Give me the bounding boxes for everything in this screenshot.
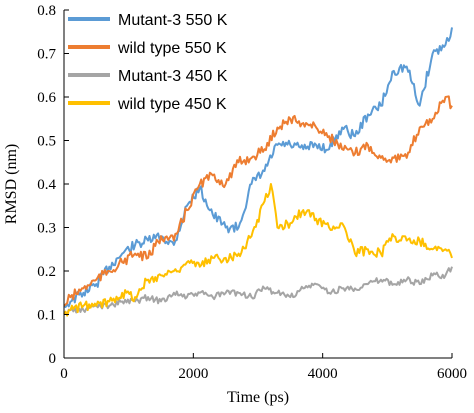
y-tick-label: 0.1 (37, 308, 56, 324)
y-ticks: 0 0.1 0.2 0.3 0.4 0.5 0.6 0.7 0.8 (37, 3, 69, 367)
x-tick-label: 6000 (437, 366, 467, 382)
y-axis-title: RMSD (nm) (3, 144, 20, 224)
x-tick-label: 4000 (308, 366, 338, 382)
y-tick-label: 0.6 (37, 90, 56, 106)
series-layer (63, 27, 453, 317)
x-ticks: 0 2000 4000 6000 (60, 353, 467, 382)
series-line-4 (63, 183, 453, 317)
x-axis-title: Time (ps) (227, 389, 289, 406)
series-line-2 (63, 95, 453, 307)
legend-label: Mutant-3 550 K (118, 12, 228, 29)
y-tick-label: 0 (49, 351, 57, 367)
legend-label: Mutant-3 450 K (118, 68, 228, 85)
x-tick-label: 0 (60, 366, 68, 382)
y-tick-label: 0.3 (37, 221, 56, 237)
y-tick-label: 0.4 (37, 177, 56, 193)
x-tick-label: 2000 (178, 366, 208, 382)
y-tick-label: 0.5 (37, 134, 56, 150)
y-tick-label: 0.7 (37, 47, 56, 63)
series-line-3 (63, 266, 453, 316)
legend-label: wild type 550 K (117, 40, 227, 57)
series-line-1 (63, 27, 453, 308)
legend: Mutant-3 550 K wild type 550 K Mutant-3 45… (68, 12, 228, 113)
y-tick-label: 0.8 (37, 3, 56, 19)
legend-label: wild type 450 K (117, 96, 227, 113)
y-tick-label: 0.2 (37, 264, 56, 280)
